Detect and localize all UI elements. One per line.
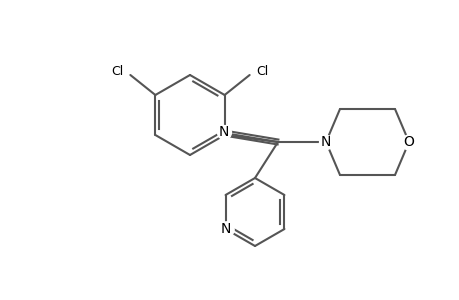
Text: N: N [220, 222, 230, 236]
Text: N: N [320, 135, 330, 149]
Text: N: N [218, 125, 229, 139]
Text: Cl: Cl [111, 64, 123, 77]
Text: Cl: Cl [256, 64, 269, 77]
Text: O: O [403, 135, 414, 149]
